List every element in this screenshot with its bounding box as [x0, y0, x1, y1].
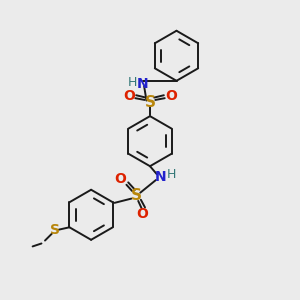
Text: N: N [137, 77, 148, 91]
Text: O: O [115, 172, 127, 186]
Text: S: S [145, 95, 155, 110]
Text: O: O [165, 89, 177, 103]
Text: H: H [128, 76, 137, 89]
Text: H: H [167, 168, 176, 181]
Text: N: N [154, 170, 166, 184]
Text: O: O [123, 89, 135, 103]
Text: O: O [136, 207, 148, 221]
Text: S: S [131, 188, 142, 203]
Text: S: S [50, 223, 60, 237]
